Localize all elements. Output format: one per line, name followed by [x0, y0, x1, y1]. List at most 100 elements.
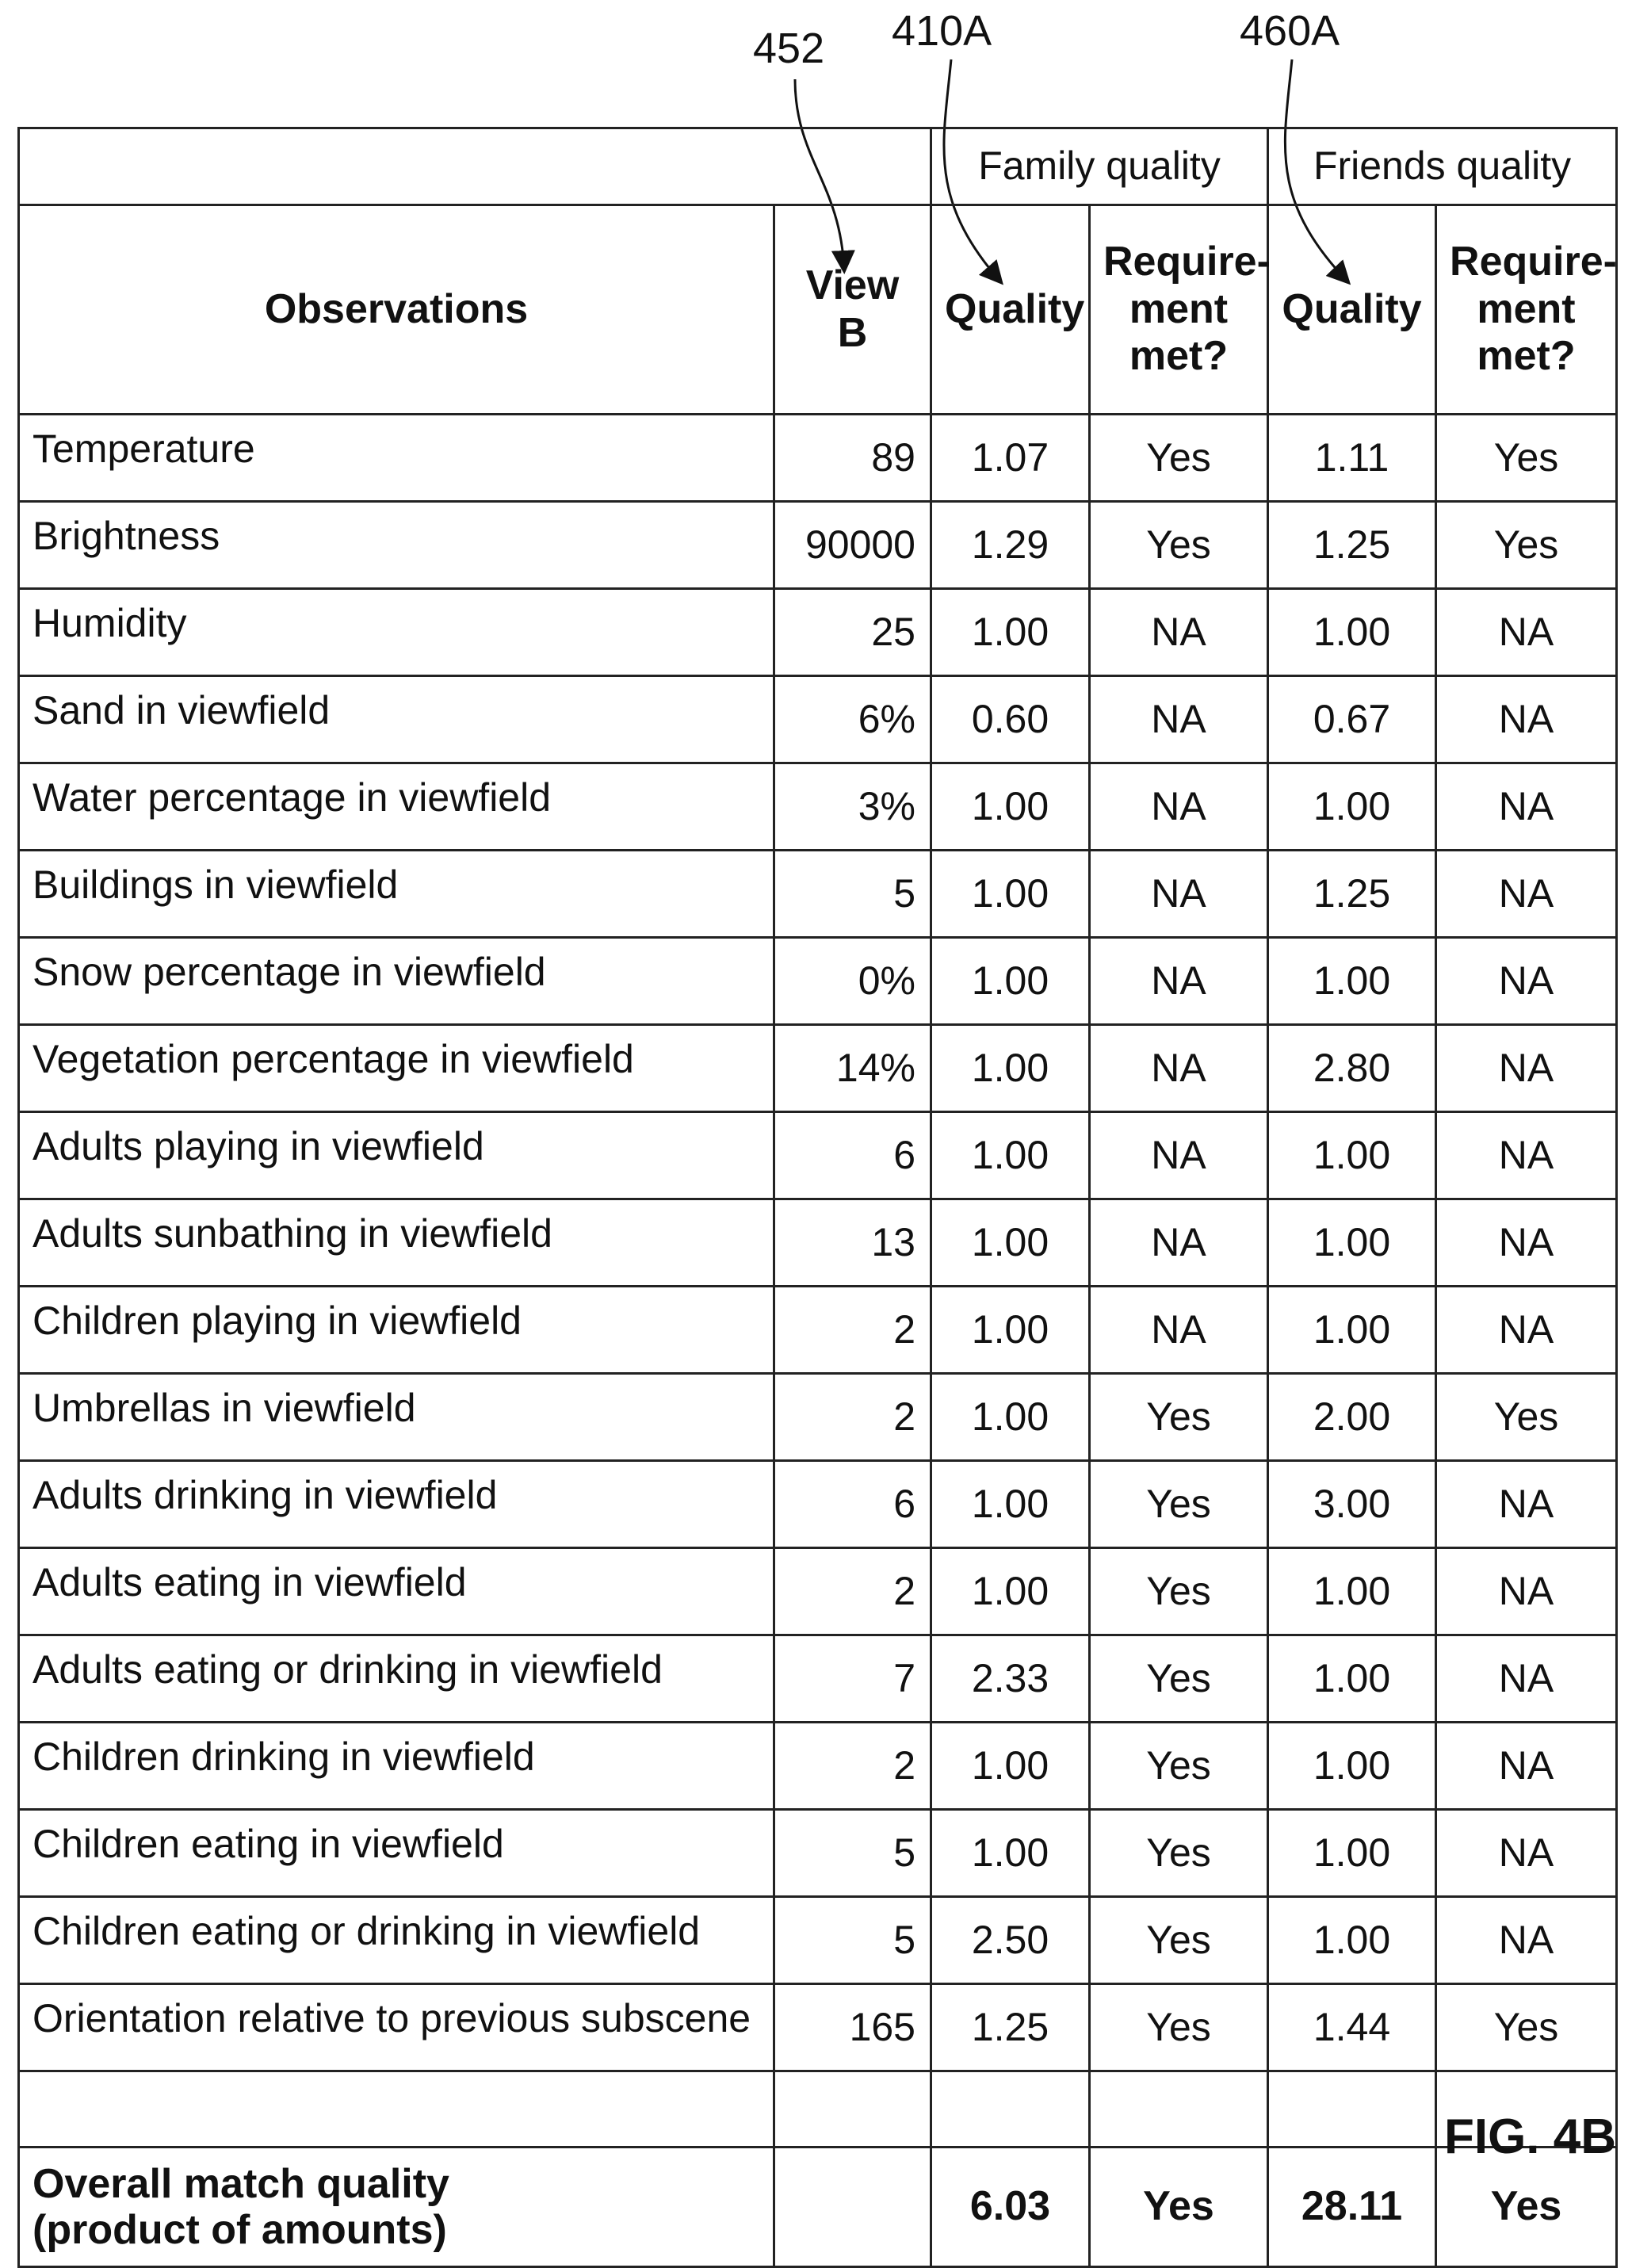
friends-requirement-cell: Yes: [1435, 1372, 1619, 1462]
observation-cell: Water percentage in viewfield: [17, 762, 775, 851]
overall-family-quality: 6.03: [930, 2146, 1091, 2268]
friends-requirement-cell: Yes: [1435, 1983, 1619, 2072]
family-requirement-cell: Yes: [1087, 1983, 1270, 2072]
view-b-value-cell: 2: [773, 1721, 932, 1811]
family-quality-cell: 1.29: [930, 500, 1091, 590]
family-requirement-cell: NA: [1087, 1285, 1270, 1375]
family-quality-cell: 1.00: [930, 587, 1091, 677]
observation-cell: Adults eating or drinking in viewfield: [17, 1634, 775, 1723]
blank-cell: [1267, 2070, 1438, 2148]
friends-requirement-cell: NA: [1435, 1198, 1619, 1287]
view-b-value-cell: 7: [773, 1634, 932, 1723]
friends-requirement-cell: NA: [1435, 849, 1619, 939]
family-quality-cell: 1.00: [930, 1547, 1091, 1636]
table-row: Temperature 89 1.07 Yes 1.11 Yes: [17, 413, 1619, 503]
table-row: Orientation relative to previous subscen…: [17, 1983, 1619, 2072]
view-b-value-cell: 2: [773, 1372, 932, 1462]
view-b-value-cell: 0%: [773, 936, 932, 1026]
family-quality-cell: 1.00: [930, 1808, 1091, 1898]
friends-quality-cell: 1.00: [1267, 1111, 1438, 1200]
view-b-value-cell: 25: [773, 587, 932, 677]
family-requirement-cell: NA: [1087, 762, 1270, 851]
friends-quality-cell: 1.00: [1267, 1547, 1438, 1636]
friends-quality-header: Quality: [1267, 204, 1438, 415]
family-quality-cell: 1.00: [930, 1198, 1091, 1287]
quality-table: Family quality Friends quality Observati…: [17, 127, 1619, 2268]
observation-cell: Temperature: [17, 413, 775, 503]
friends-quality-cell: 1.00: [1267, 936, 1438, 1026]
observation-cell: Humidity: [17, 587, 775, 677]
blank-cell: [930, 2070, 1091, 2148]
table-row: Vegetation percentage in viewfield 14% 1.0…: [17, 1023, 1619, 1113]
friends-requirement-cell: NA: [1435, 1285, 1619, 1375]
view-b-value-cell: 5: [773, 1808, 932, 1898]
observation-cell: Buildings in viewfield: [17, 849, 775, 939]
figure-label: FIG. 4B: [1443, 2109, 1616, 2164]
view-b-value-cell: 89: [773, 413, 932, 503]
friends-quality-cell: 1.00: [1267, 1808, 1438, 1898]
view-b-value-cell: 6: [773, 1111, 932, 1200]
view-b-header: View B: [773, 204, 932, 415]
table-row: Adults eating or drinking in viewfield 7 2…: [17, 1634, 1619, 1723]
family-quality-cell: 1.00: [930, 1111, 1091, 1200]
family-requirement-header: Require- ment met?: [1087, 204, 1271, 415]
friends-quality-cell: 1.44: [1267, 1983, 1438, 2072]
table-row: Children eating in viewfield 5 1.00 Yes 1.00…: [17, 1808, 1619, 1898]
friends-quality-cell: 1.00: [1267, 1895, 1438, 1985]
overall-friends-requirement: Yes: [1435, 2146, 1619, 2268]
friends-quality-cell: 1.00: [1267, 1285, 1438, 1375]
observation-cell: Adults playing in viewfield: [17, 1111, 775, 1200]
family-requirement-cell: Yes: [1087, 1459, 1270, 1549]
family-requirement-cell: Yes: [1087, 1721, 1270, 1811]
view-b-value-cell: 2: [773, 1547, 932, 1636]
blank-cell: [773, 2070, 932, 2148]
family-quality-cell: 1.00: [930, 1023, 1091, 1113]
reference-numeral-410a: 410A: [892, 7, 992, 55]
overall-match-quality-label: Overall match quality (product of amount…: [17, 2146, 775, 2268]
table-row: Adults sunbathing in viewfield 13 1.00 NA 1.…: [17, 1198, 1619, 1287]
friends-requirement-cell: NA: [1435, 1023, 1619, 1113]
blank-row: [17, 2070, 1619, 2148]
family-quality-cell: 1.00: [930, 1372, 1091, 1462]
friends-quality-cell: 3.00: [1267, 1459, 1438, 1549]
friends-requirement-cell: NA: [1435, 1634, 1619, 1723]
friends-quality-cell: 1.00: [1267, 1634, 1438, 1723]
family-requirement-cell: NA: [1087, 1023, 1270, 1113]
friends-requirement-cell: NA: [1435, 1895, 1619, 1985]
friends-requirement-cell: NA: [1435, 675, 1619, 764]
family-requirement-cell: NA: [1087, 1111, 1270, 1200]
family-requirement-cell: Yes: [1087, 500, 1270, 590]
friends-requirement-cell: Yes: [1435, 413, 1619, 503]
family-requirement-cell: NA: [1087, 675, 1270, 764]
group-header-row: Family quality Friends quality: [17, 127, 1619, 206]
table-row: Sand in viewfield 6% 0.60 NA 0.67 NA: [17, 675, 1619, 764]
table-row: Humidity 25 1.00 NA 1.00 NA: [17, 587, 1619, 677]
family-quality-cell: 1.00: [930, 1721, 1091, 1811]
family-quality-cell: 2.33: [930, 1634, 1091, 1723]
friends-quality-cell: 1.25: [1267, 849, 1438, 939]
friends-quality-cell: 0.67: [1267, 675, 1438, 764]
overall-family-requirement: Yes: [1087, 2146, 1270, 2268]
observation-cell: Brightness: [17, 500, 775, 590]
family-quality-cell: 1.00: [930, 1459, 1091, 1549]
family-quality-cell: 1.00: [930, 849, 1091, 939]
family-requirement-cell: Yes: [1087, 1634, 1270, 1723]
view-b-value-cell: 13: [773, 1198, 932, 1287]
friends-quality-cell: 1.11: [1267, 413, 1438, 503]
view-b-value-cell: 14%: [773, 1023, 932, 1113]
family-requirement-cell: Yes: [1087, 413, 1270, 503]
table-row: Children eating or drinking in viewfield…: [17, 1895, 1619, 1985]
family-quality-cell: 0.60: [930, 675, 1091, 764]
family-quality-cell: 2.50: [930, 1895, 1091, 1985]
observation-cell: Adults eating in viewfield: [17, 1547, 775, 1636]
observation-cell: Children eating or drinking in viewfield: [17, 1895, 775, 1985]
family-requirement-cell: NA: [1087, 587, 1270, 677]
view-b-value-cell: 6: [773, 1459, 932, 1549]
view-b-value-cell: 6%: [773, 675, 932, 764]
family-quality-cell: 1.25: [930, 1983, 1091, 2072]
table-row: Adults eating in viewfield 2 1.00 Yes 1.00 NA: [17, 1547, 1619, 1636]
family-quality-cell: 1.00: [930, 762, 1091, 851]
friends-requirement-cell: NA: [1435, 587, 1619, 677]
family-quality-header: Quality: [930, 204, 1091, 415]
overall-match-quality-row: Overall match quality (product of amount…: [17, 2146, 1619, 2268]
